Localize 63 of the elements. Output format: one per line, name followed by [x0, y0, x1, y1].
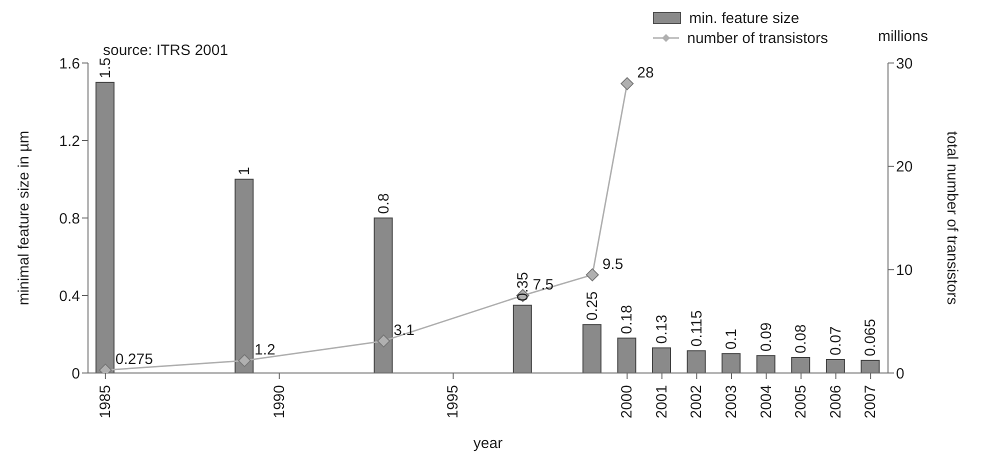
y-axis-title: minimal feature size in µm — [15, 130, 32, 306]
data-label: 0.13 — [654, 314, 671, 344]
bar — [826, 358, 845, 373]
x-tick-label: 2003 — [722, 385, 740, 418]
bar — [374, 218, 393, 373]
y-tick-label: 0.8 — [59, 210, 80, 228]
x-axis-title: year — [473, 435, 503, 452]
y-tick-label: 1.6 — [59, 55, 80, 72]
data-label: 0.35 — [514, 272, 532, 302]
data-label: 0.09 — [758, 322, 775, 352]
data-label: 7.5 — [532, 276, 554, 294]
point — [620, 77, 634, 90]
legend-label: number of transistors — [687, 30, 828, 46]
data-label: 3.1 — [394, 322, 415, 339]
x-tick-label: 2001 — [653, 385, 670, 418]
bar — [652, 347, 672, 373]
data-label: 0.8 — [375, 193, 392, 214]
source-note: source: ITRS 2001 — [103, 42, 228, 59]
y-tick-label: 1.2 — [59, 132, 80, 150]
data-label: 0.08 — [792, 324, 810, 354]
x-tick-label: 2005 — [792, 385, 810, 418]
y2-axis-title: total number of transistors — [944, 131, 961, 305]
data-label: 9.5 — [602, 256, 624, 273]
bar — [234, 178, 254, 373]
data-label: 0.18 — [618, 304, 636, 334]
bar — [860, 360, 880, 373]
bar — [617, 338, 636, 373]
bar — [686, 350, 706, 373]
data-label: 28 — [637, 64, 654, 82]
y2-tick-label: 30 — [896, 55, 913, 72]
bar — [512, 304, 532, 373]
x-tick-label: 2000 — [618, 385, 636, 418]
data-label: 0.065 — [862, 318, 880, 356]
y2-tick-label: 10 — [896, 262, 913, 279]
data-label: 0.07 — [827, 326, 844, 356]
bar — [756, 355, 776, 373]
x-tick-label: 2007 — [862, 385, 880, 418]
y2-tick-label: 0 — [896, 365, 904, 382]
data-label: 1 — [236, 166, 254, 176]
y-tick-label: 0.4 — [59, 288, 80, 305]
x-tick-label: 2004 — [758, 385, 775, 418]
data-label: 1.5 — [97, 58, 114, 78]
data-label: 0.275 — [115, 351, 153, 368]
y-tick-label: 0 — [72, 365, 80, 382]
y2-tick-label: 20 — [896, 158, 913, 176]
point — [238, 354, 252, 368]
x-tick-label: 2002 — [688, 385, 706, 418]
data-label: 0.1 — [723, 328, 740, 350]
x-tick-label: 1985 — [96, 385, 114, 418]
data-label: 0.25 — [584, 291, 601, 321]
bar — [582, 324, 602, 373]
point — [586, 268, 599, 282]
text: millions — [878, 28, 928, 45]
data-label: 0.115 — [688, 310, 706, 347]
bar — [791, 357, 810, 373]
bar — [722, 353, 741, 373]
x-tick-label: 1990 — [270, 385, 288, 418]
point — [377, 334, 390, 348]
data-label: 1.2 — [254, 342, 276, 359]
legend-label: min. feature size — [689, 10, 800, 26]
bar — [96, 82, 114, 373]
x-tick-label: 2006 — [827, 385, 844, 418]
x-tick-label: 1995 — [444, 385, 462, 418]
